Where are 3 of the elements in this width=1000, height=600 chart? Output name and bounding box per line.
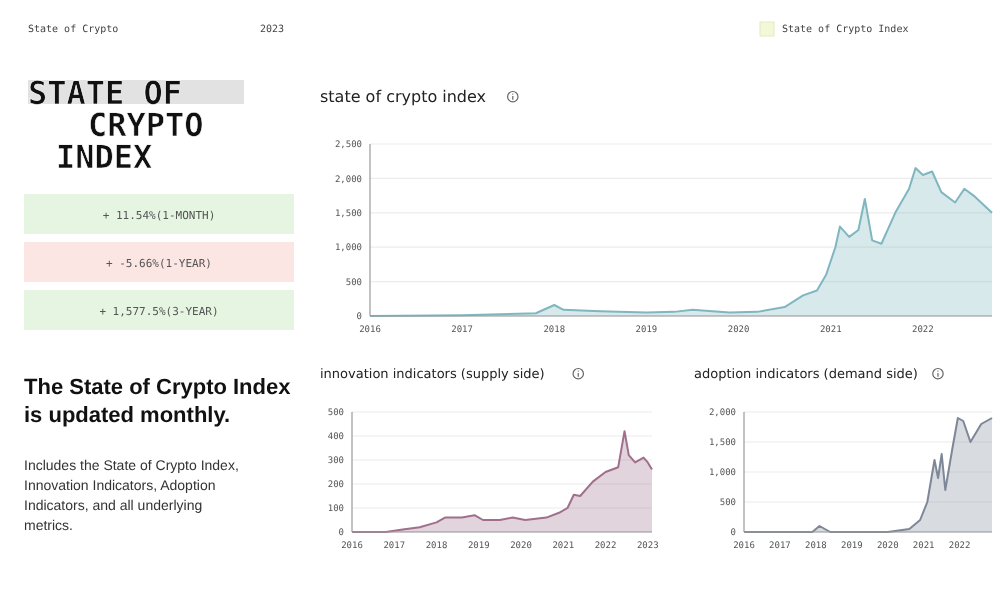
chart-title: state of crypto index: [320, 88, 487, 106]
text: The State of Crypto Index is updated monthly.: [24, 376, 293, 428]
text: STATE OF CRYPTO INDEX: [28, 74, 204, 176]
